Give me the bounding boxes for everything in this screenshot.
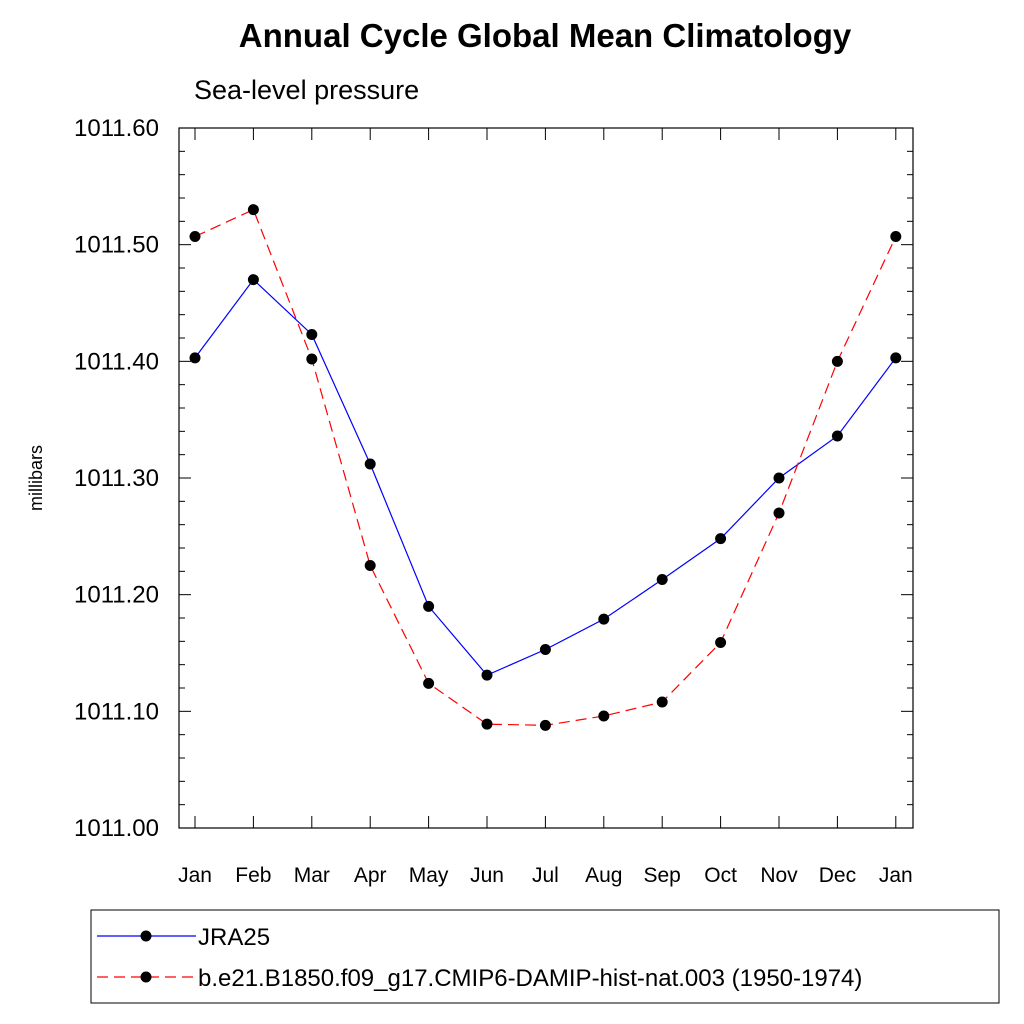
data-point (364, 458, 376, 470)
legend-marker-1 (140, 930, 152, 942)
y-tick-label: 1011.40 (74, 348, 159, 375)
data-point (306, 353, 318, 365)
data-point (189, 231, 201, 242)
data-point (189, 352, 201, 364)
data-point (715, 637, 727, 648)
data-point (423, 677, 435, 689)
data-point (773, 507, 785, 519)
series-line (194, 278, 897, 676)
x-tick-label: Jan (879, 864, 913, 887)
x-tick-label: Aug (585, 864, 622, 887)
y-tick-label: 1011.50 (74, 232, 159, 259)
x-tick-label: Feb (235, 864, 271, 887)
data-point (831, 355, 843, 367)
data-point (539, 719, 551, 731)
y-axis-label: millibars (26, 445, 46, 511)
x-tick-label: Sep (644, 864, 681, 887)
y-tick-labels: 1011.00 1011.10 1011.20 1011.30 1011.40 1011.… (74, 115, 159, 842)
x-tick-label: Apr (354, 864, 387, 887)
chart-subtitle: Sea-level pressure (194, 75, 419, 105)
data-point (247, 204, 259, 216)
legend-marker-2 (140, 971, 152, 983)
x-tick-label: Mar (294, 864, 330, 887)
x-tick-label: Jan (178, 864, 212, 887)
legend: JRA25 b.e21.B1850.f09_g17.CMIP6-DAMIP-his… (97, 924, 862, 992)
legend-box (90, 909, 1000, 1004)
data-point (539, 644, 551, 655)
data-point (423, 600, 435, 612)
y-tick-label: 1011.00 (74, 815, 159, 842)
x-tick-label: Jul (532, 864, 559, 887)
data-point (656, 696, 668, 708)
data-point (364, 560, 376, 571)
y-tick-label: 1011.20 (74, 582, 159, 609)
data-point (306, 329, 318, 340)
plot-frame (178, 127, 914, 829)
data-point (247, 274, 259, 286)
data-point (481, 669, 493, 681)
data-point (481, 718, 493, 730)
x-tick-label: Oct (704, 864, 737, 887)
y-tick-label: 1011.60 (74, 115, 159, 142)
x-tick-label: Dec (819, 864, 856, 887)
y-tick-label: 1011.10 (74, 698, 159, 725)
data-point (598, 710, 610, 722)
legend-label-1: JRA25 (198, 924, 270, 951)
series-1 (189, 274, 902, 681)
x-tick-label: Jun (470, 864, 504, 887)
chart-title: Annual Cycle Global Mean Climatology (239, 17, 852, 54)
data-point (598, 613, 610, 625)
x-tick-label: Nov (760, 864, 798, 887)
y-tick-label: 1011.30 (74, 465, 159, 492)
data-point (656, 574, 668, 585)
legend-label-2: b.e21.B1850.f09_g17.CMIP6-DAMIP-hist-nat… (198, 965, 862, 992)
data-point (890, 231, 902, 242)
x-tick-label: May (409, 864, 449, 887)
data-point (831, 430, 843, 442)
data-point (890, 352, 902, 364)
data-point (715, 533, 727, 545)
series-layer (189, 204, 902, 731)
data-point (773, 472, 785, 484)
series-2 (189, 204, 902, 731)
x-tick-labels: Jan Feb Mar Apr May Jun Jul Aug Sep Oct Nov Dec Jan (178, 864, 913, 887)
